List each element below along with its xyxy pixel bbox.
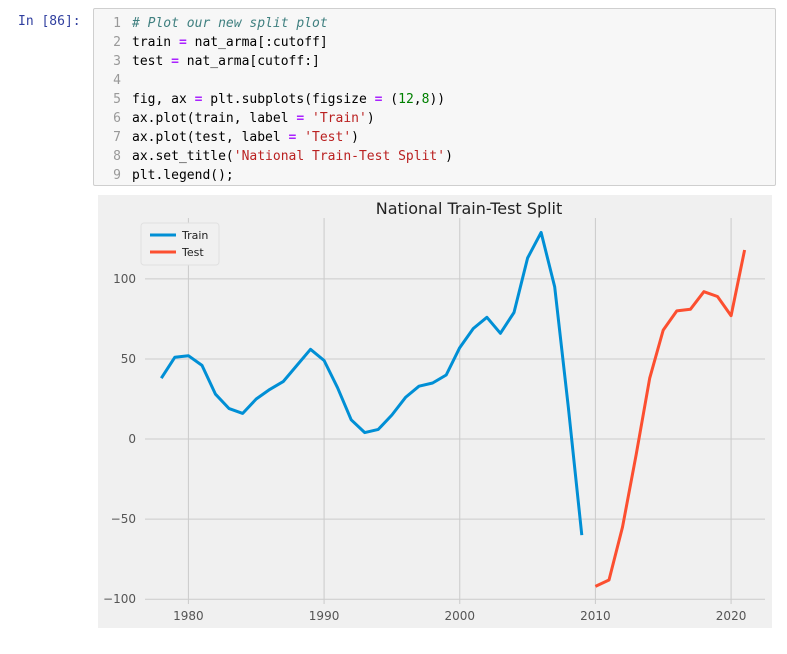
line-number: 7 xyxy=(113,130,121,145)
code-line[interactable]: 7 ax.plot(test, label = 'Test') xyxy=(94,128,359,147)
code-line[interactable]: 1 # Plot our new split plot xyxy=(94,14,328,33)
x-tick-label: 2020 xyxy=(716,609,747,623)
y-tick-label: −50 xyxy=(111,512,136,526)
figure-background xyxy=(98,195,772,628)
x-tick-label: 1990 xyxy=(309,609,340,623)
line-number: 8 xyxy=(113,149,121,164)
chart-title: National Train-Test Split xyxy=(376,199,563,218)
cell-output: 1980 1990 2000 2010 2020 −100 −50 0 50 100 Nationa… xyxy=(98,195,772,628)
code-token: ( xyxy=(382,92,399,107)
code-token: fig, ax xyxy=(132,92,195,107)
code-line[interactable]: 3 test = nat_arma[cutoff:] xyxy=(94,52,320,71)
code-token: = xyxy=(288,130,297,145)
y-tick-label: −100 xyxy=(103,592,136,606)
code-cell-editor[interactable]: 1 # Plot our new split plot 2 train = nat_a… xyxy=(93,8,776,186)
code-token: = xyxy=(178,35,187,50)
code-token: nat_arma[cutoff:] xyxy=(178,54,320,69)
code-token: , xyxy=(413,92,422,107)
code-token: plt.subplots(figsize xyxy=(202,92,375,107)
code-token: ax.plot(train, label xyxy=(132,111,297,126)
code-token: = xyxy=(171,54,179,69)
code-line[interactable]: 5 fig, ax = plt.subplots(figsize = (12,8)… xyxy=(94,90,445,109)
code-line[interactable]: 4 xyxy=(94,71,132,90)
code-token: = xyxy=(194,92,203,107)
legend-label: Test xyxy=(181,246,204,259)
code-token: ax.set_title( xyxy=(132,149,234,164)
code-token: ) xyxy=(445,149,453,164)
code-token: 'Train' xyxy=(312,111,367,126)
code-token: train xyxy=(132,35,179,50)
line-number: 2 xyxy=(113,35,121,50)
code-token: = xyxy=(296,111,305,126)
code-line[interactable]: 9 plt.legend(); xyxy=(94,166,234,185)
code-token: ) xyxy=(366,111,375,126)
line-chart: 1980 1990 2000 2010 2020 −100 −50 0 50 100 Nationa… xyxy=(98,195,772,628)
series-line-train xyxy=(160,230,584,536)
y-tick-label: 50 xyxy=(121,352,136,366)
y-tick-label: 0 xyxy=(128,432,136,446)
code-token: nat_arma[:cutoff] xyxy=(186,35,328,50)
x-tick-label: 2010 xyxy=(580,609,611,623)
line-number: 1 xyxy=(113,16,121,31)
series-line-test xyxy=(594,249,747,588)
code-line[interactable]: 2 train = nat_arma[:cutoff] xyxy=(94,33,328,52)
code-token: ) xyxy=(351,130,359,145)
code-token: 12 xyxy=(398,92,414,107)
code-token: plt.legend(); xyxy=(132,168,234,183)
code-token: 'Test' xyxy=(304,130,352,145)
code-token: 8 xyxy=(421,92,430,107)
line-number: 5 xyxy=(113,92,121,107)
legend-label: Train xyxy=(181,229,208,242)
code-token: )) xyxy=(429,92,446,107)
code-line[interactable]: 6 ax.plot(train, label = 'Train') xyxy=(94,109,375,128)
code-line[interactable]: 8 ax.set_title('National Train-Test Split… xyxy=(94,147,453,166)
y-tick-label: 100 xyxy=(113,272,136,286)
line-number: 6 xyxy=(113,111,121,126)
code-token xyxy=(304,111,312,126)
code-token: 'National Train-Test Split' xyxy=(233,149,446,164)
line-number: 4 xyxy=(113,73,121,88)
code-token: ax.plot(test, label xyxy=(132,130,289,145)
cell-prompt: In [86]: xyxy=(18,14,81,29)
code-token: test xyxy=(132,54,172,69)
x-tick-label: 2000 xyxy=(444,609,475,623)
line-number: 3 xyxy=(113,54,121,69)
line-number: 9 xyxy=(113,168,121,183)
code-token: # Plot our new split plot xyxy=(132,16,328,31)
x-tick-label: 1980 xyxy=(173,609,204,623)
code-token: = xyxy=(374,92,383,107)
